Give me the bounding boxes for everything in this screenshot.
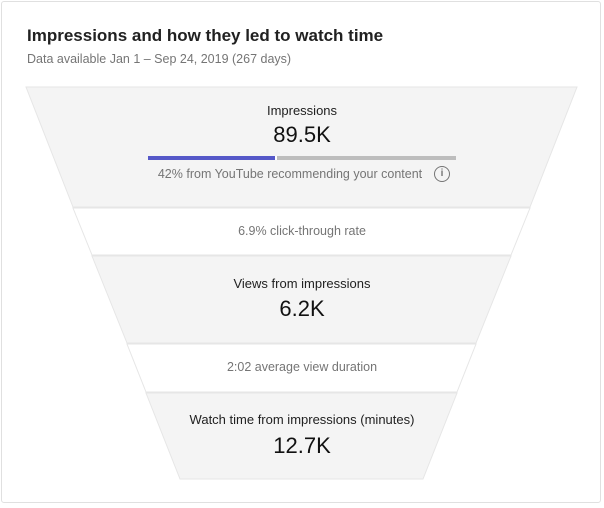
ctr-text: 6.9% click-through rate (238, 224, 366, 238)
watch-time-label: Watch time from impressions (minutes) (189, 412, 415, 427)
band-views (91, 255, 512, 344)
band-ctr (72, 207, 531, 256)
views-value: 6.2K (279, 296, 325, 321)
views-label: Views from impressions (233, 276, 371, 291)
watch-time-value: 12.7K (273, 433, 331, 458)
impressions-label: Impressions (266, 103, 338, 118)
info-icon[interactable]: i (434, 166, 450, 182)
card-title: Impressions and how they led to watch ti… (27, 26, 384, 45)
impressions-value: 89.5K (273, 122, 331, 147)
band-watch-time (145, 392, 458, 480)
recommended-progress-bar (148, 156, 456, 160)
duration-text: 2:02 average view duration (226, 360, 378, 374)
recommended-text: 42% from YouTube recommending your conte… (157, 167, 423, 181)
band-duration (126, 343, 477, 393)
card-subtitle: Data available Jan 1 – Sep 24, 2019 (267… (27, 52, 292, 66)
recommended-progress-fill (148, 156, 278, 160)
